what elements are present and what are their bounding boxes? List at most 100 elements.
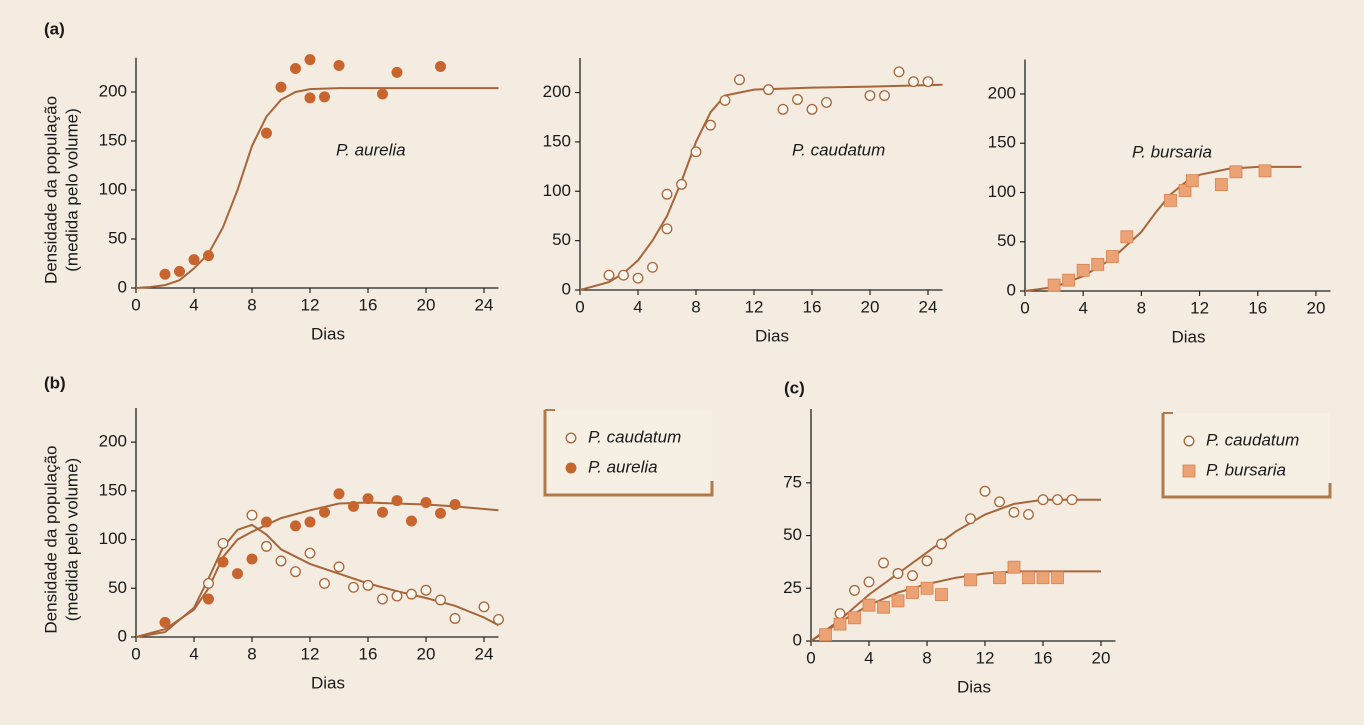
data-point xyxy=(348,581,359,593)
data-point xyxy=(377,506,388,518)
x-axis-title: Dias xyxy=(311,673,345,692)
data-point xyxy=(1047,278,1061,292)
data-point xyxy=(246,553,258,565)
data-point xyxy=(174,265,185,277)
data-point xyxy=(1023,509,1034,520)
x-tick-label: 8 xyxy=(247,644,256,663)
data-point xyxy=(449,498,461,510)
data-point xyxy=(1076,263,1090,277)
data-point xyxy=(159,268,171,280)
x-tick-label: 12 xyxy=(976,648,995,667)
data-point xyxy=(632,272,644,284)
y-tick-label: 150 xyxy=(99,480,127,499)
x-axis-title: Dias xyxy=(1171,327,1205,346)
data-point xyxy=(833,617,847,631)
legend-box xyxy=(545,410,712,495)
data-point xyxy=(246,509,258,521)
x-tick-label: 0 xyxy=(806,648,815,667)
y-tick-label: 75 xyxy=(783,472,802,491)
legend-label: P. caudatum xyxy=(1206,430,1299,449)
species-label: P. bursaria xyxy=(1132,142,1212,161)
data-point xyxy=(690,146,702,158)
data-point xyxy=(908,76,919,88)
y-tick-label: 50 xyxy=(783,525,802,544)
data-point xyxy=(862,598,876,612)
data-point xyxy=(203,577,214,589)
legend-marker xyxy=(565,462,577,474)
data-point xyxy=(391,495,403,507)
data-point xyxy=(965,513,976,525)
panel-label: (a) xyxy=(44,19,65,38)
data-point xyxy=(603,269,615,281)
data-point xyxy=(290,566,301,578)
legend-border xyxy=(543,410,714,497)
legend-marker xyxy=(565,432,577,444)
y-tick-label: 50 xyxy=(108,578,127,597)
data-point xyxy=(661,188,673,200)
data-point xyxy=(964,573,977,587)
fitted-curve xyxy=(135,87,499,289)
data-point xyxy=(891,594,905,608)
data-point xyxy=(290,520,301,532)
data-point xyxy=(420,584,432,596)
x-tick-label: 20 xyxy=(1092,648,1111,667)
x-axis-title: Dias xyxy=(755,326,789,345)
data-point xyxy=(1008,506,1020,518)
data-point xyxy=(1022,571,1035,585)
legend-label: P. bursaria xyxy=(1206,460,1286,479)
data-point xyxy=(377,593,388,605)
data-point xyxy=(1178,184,1192,197)
data-point xyxy=(362,579,374,591)
x-tick-label: 4 xyxy=(189,644,198,663)
data-point xyxy=(935,588,948,601)
x-tick-label: 4 xyxy=(864,648,873,667)
y-tick-label: 50 xyxy=(108,228,127,247)
data-point xyxy=(435,61,446,73)
y-tick-label: 50 xyxy=(997,231,1016,250)
legend-box xyxy=(1163,413,1330,497)
data-point xyxy=(1185,174,1199,188)
x-tick-label: 0 xyxy=(131,644,140,663)
x-tick-label: 16 xyxy=(359,644,378,663)
x-tick-label: 12 xyxy=(301,644,320,663)
data-point xyxy=(333,60,345,72)
y-tick-label: 200 xyxy=(99,81,127,100)
x-tick-label: 0 xyxy=(131,295,140,314)
data-point xyxy=(864,90,876,101)
data-point xyxy=(435,507,446,519)
x-tick-label: 0 xyxy=(575,297,584,316)
data-point xyxy=(892,568,904,579)
y-tick-label: 150 xyxy=(99,130,127,149)
y-tick-label: 200 xyxy=(543,82,571,101)
legend-border xyxy=(1161,413,1332,499)
y-tick-label: 50 xyxy=(552,230,571,249)
x-tick-label: 24 xyxy=(475,295,494,314)
data-point xyxy=(906,586,919,599)
data-point xyxy=(319,577,330,589)
x-tick-label: 16 xyxy=(359,295,378,314)
data-point xyxy=(792,94,803,105)
x-tick-label: 20 xyxy=(861,297,880,316)
data-point xyxy=(1066,494,1078,506)
data-point xyxy=(936,538,947,550)
x-tick-label: 20 xyxy=(417,295,436,314)
data-point xyxy=(1214,178,1228,192)
data-point xyxy=(304,54,316,66)
y-tick-label: 0 xyxy=(793,630,802,649)
panel-label: (c) xyxy=(784,378,805,397)
data-point xyxy=(1164,193,1177,207)
data-point xyxy=(261,540,272,552)
y-tick-label: 150 xyxy=(988,133,1016,152)
y-tick-label: 25 xyxy=(783,578,802,597)
y-axis-title: Densidade da população xyxy=(41,445,60,633)
data-point xyxy=(1120,230,1134,244)
data-point xyxy=(877,600,890,614)
data-point xyxy=(806,103,818,115)
data-point xyxy=(348,500,359,512)
data-point xyxy=(362,493,374,505)
data-point xyxy=(705,119,716,131)
y-tick-label: 0 xyxy=(118,277,127,296)
y-tick-label: 200 xyxy=(988,83,1016,102)
data-point xyxy=(921,555,933,567)
data-point xyxy=(333,488,345,500)
